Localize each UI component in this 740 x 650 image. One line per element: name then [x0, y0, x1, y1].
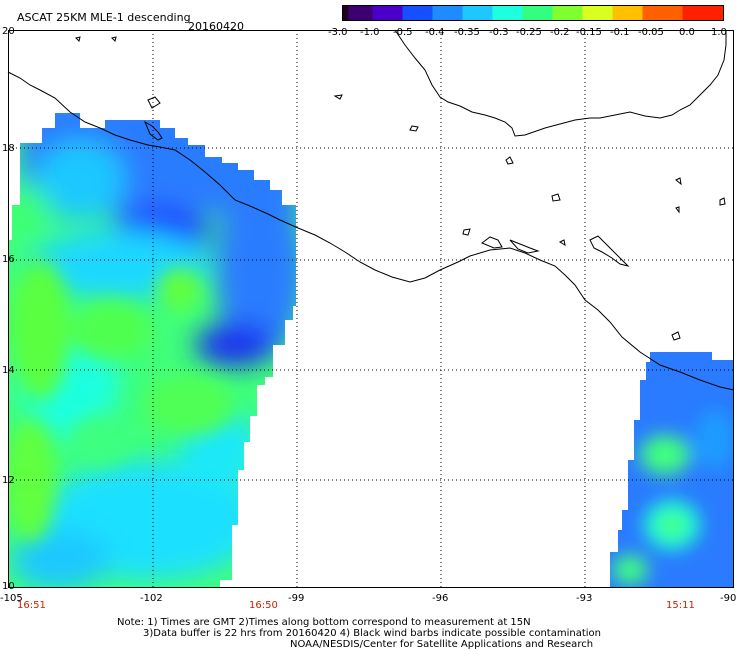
- colorbar-cell: [342, 5, 349, 21]
- colorbar-tick-10: -0.05: [638, 27, 664, 38]
- lat-label-14: 14: [2, 365, 15, 376]
- lon-label-96: -96: [432, 593, 449, 604]
- colorbar-tick-12: 1.0: [711, 27, 727, 38]
- colorbar-cell: [552, 5, 583, 21]
- colorbar-tick-6: -0.25: [516, 27, 542, 38]
- colorbar-tick-7: -0.2: [550, 27, 570, 38]
- graticule: [8, 30, 734, 588]
- time-label-east: 15:11: [666, 600, 695, 611]
- map-date: 20160420: [188, 20, 244, 33]
- colorbar-cell: [582, 5, 613, 21]
- colorbar-cell: [682, 5, 724, 21]
- colorbar-tick-1: -1.0: [360, 27, 380, 38]
- footer-credit: NOAA/NESDIS/Center for Satellite Applica…: [290, 639, 594, 650]
- colorbar-cell: [432, 5, 463, 21]
- east-swath: [610, 352, 734, 588]
- colorbar-cell: [348, 5, 373, 21]
- lon-label-99: -99: [288, 593, 305, 604]
- colorbar-tick-9: -0.1: [610, 27, 630, 38]
- map-frame: [8, 30, 734, 588]
- lon-label-90: -90: [720, 593, 737, 604]
- colorbar-cell: [522, 5, 553, 21]
- lat-label-10: 10: [2, 581, 15, 592]
- lat-label-16: 16: [2, 254, 15, 265]
- map-title: ASCAT 25KM MLE-1 descending: [17, 11, 191, 24]
- colorbar-tick-4: -0.35: [454, 27, 480, 38]
- colorbar-cell: [372, 5, 403, 21]
- colorbar-cell: [642, 5, 683, 21]
- colorbar-tick-8: -0.15: [576, 27, 602, 38]
- colorbar-cell: [492, 5, 523, 21]
- footer-note-line-2: 3)Data buffer is 22 hrs from 20160420 4)…: [143, 628, 601, 639]
- colorbar-cell: [402, 5, 433, 21]
- colorbar-cell: [612, 5, 643, 21]
- colorbar: [342, 5, 724, 21]
- lon-label-105: -105: [0, 593, 23, 604]
- colorbar-tick-5: -0.3: [489, 27, 509, 38]
- lat-label-18: 18: [2, 143, 15, 154]
- footer-note-line-1: Note: 1) Times are GMT 2)Times along bot…: [117, 617, 531, 628]
- colorbar-tick-0: -3.0: [328, 27, 348, 38]
- lon-label-102: -102: [140, 593, 163, 604]
- west-swath: [8, 113, 296, 588]
- coastline: [7, 29, 735, 391]
- colorbar-tick-3: -0.4: [425, 27, 445, 38]
- lat-label-20: 20: [2, 26, 15, 37]
- colorbar-tick-11: 0.0: [679, 27, 695, 38]
- time-label-west: 16:51: [17, 600, 46, 611]
- time-label-middle: 16:50: [249, 600, 278, 611]
- lat-label-12: 12: [2, 475, 15, 486]
- colorbar-tick-2: -0.5: [393, 27, 413, 38]
- lon-label-93: -93: [576, 593, 593, 604]
- colorbar-cell: [462, 5, 493, 21]
